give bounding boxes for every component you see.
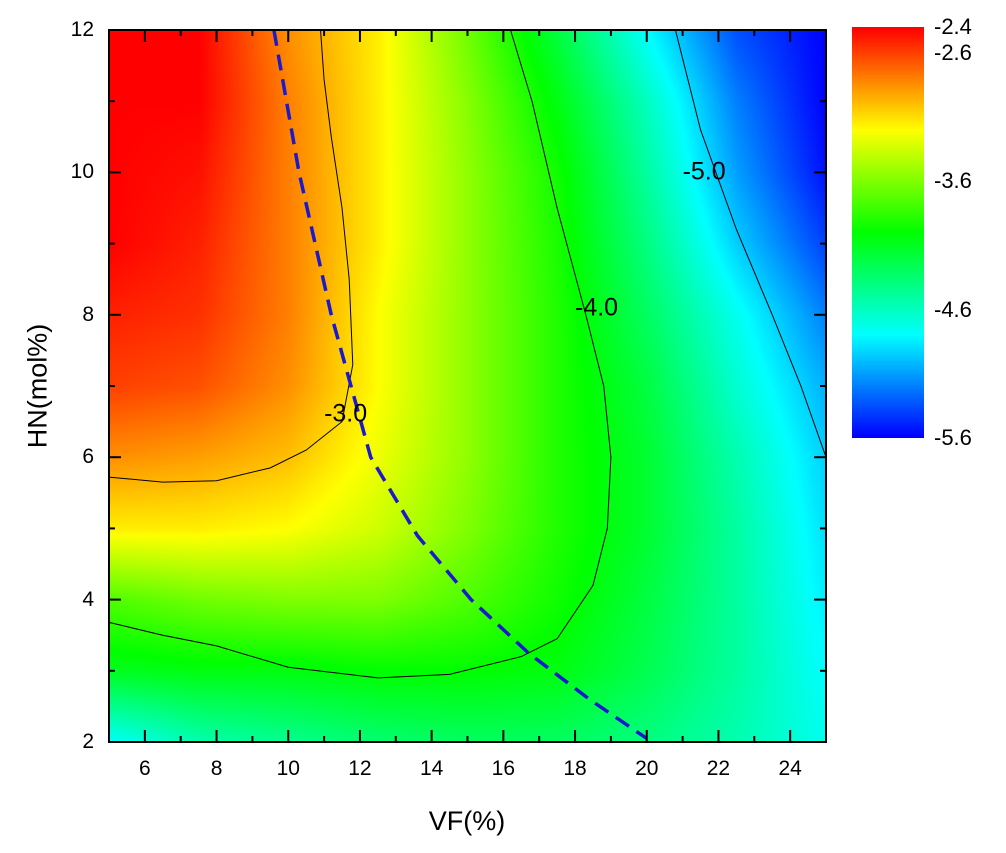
x-tick-label: 8 — [210, 757, 223, 780]
contour-line — [108, 29, 612, 679]
y-tick-label: 10 — [70, 160, 94, 184]
x-tick-label: 18 — [563, 757, 587, 780]
x-tick-label: 22 — [706, 757, 731, 780]
x-tick-label: 12 — [348, 757, 372, 780]
x-tick-label: 20 — [635, 757, 659, 780]
colorbar — [852, 27, 924, 438]
contour-line — [674, 29, 827, 458]
plot-frame — [108, 29, 827, 743]
y-tick-label: 4 — [82, 587, 94, 611]
contour-line — [108, 29, 354, 483]
colorbar-tick-label: -5.6 — [934, 425, 972, 450]
y-tick-label: 8 — [82, 302, 94, 326]
dashed-boundary-line — [272, 29, 648, 740]
x-axis-title: VF(%) — [428, 806, 506, 836]
x-tick-label: 10 — [276, 757, 300, 780]
x-tick-label: 24 — [778, 757, 802, 780]
x-tick-label: 6 — [139, 757, 151, 780]
colorbar-tick-label: -2.6 — [934, 39, 972, 65]
colorbar-tick-label: -3.6 — [934, 168, 972, 194]
heatmap-surface — [109, 30, 826, 742]
y-tick-label: 12 — [70, 18, 94, 41]
contour-label: -3.0 — [324, 399, 368, 428]
contour-label: -5.0 — [682, 157, 726, 186]
y-tick-label: 6 — [82, 445, 94, 469]
colorbar-tick-label: -4.6 — [934, 296, 972, 322]
x-tick-label: 14 — [419, 757, 444, 780]
contour-label: -4.0 — [575, 293, 619, 322]
y-axis-title: HN(mol%) — [22, 323, 53, 449]
colorbar-tick-label: -2.4 — [934, 14, 972, 39]
y-tick-label: 2 — [82, 730, 94, 753]
x-tick-label: 16 — [491, 757, 516, 780]
